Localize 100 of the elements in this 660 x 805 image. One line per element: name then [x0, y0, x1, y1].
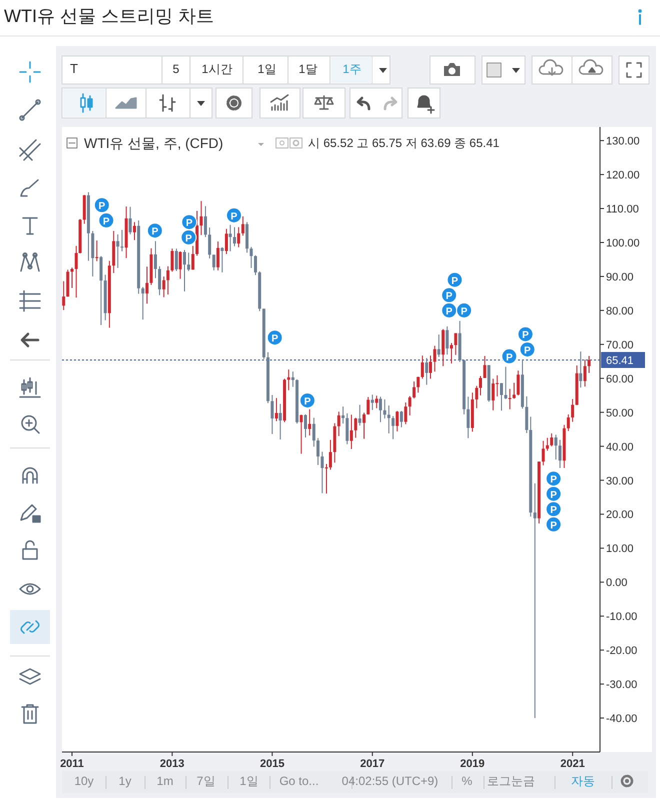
- candlestick: [162, 276, 166, 298]
- candlestick: [132, 222, 136, 241]
- annotation: P: [550, 520, 558, 532]
- text: 10y: [74, 774, 94, 788]
- candlestick: [362, 412, 366, 440]
- candlestick: [95, 240, 98, 262]
- annotation: P: [102, 216, 110, 228]
- x-tick-label: 2021: [560, 758, 585, 770]
- y-tick-label: -40.00: [606, 713, 638, 726]
- text: WTI유 선물, 주, (CFD): [84, 135, 224, 151]
- candlestick: [320, 451, 324, 494]
- candlestick: [542, 440, 545, 466]
- candlestick: [400, 410, 403, 428]
- candlestick: [278, 403, 282, 440]
- candlestick: [204, 206, 207, 238]
- candlestick: [383, 398, 386, 419]
- annotation: P: [446, 291, 453, 302]
- candlestick: [100, 256, 103, 326]
- candlestick: [558, 439, 562, 469]
- y-tick-label: 20.00: [606, 509, 634, 522]
- candlestick: [554, 434, 558, 460]
- candlestick: [312, 417, 316, 448]
- text: T: [70, 61, 78, 76]
- y-tick-label: -30.00: [606, 679, 638, 692]
- y-tick-label: 40.00: [606, 441, 634, 454]
- candlestick: [304, 414, 308, 438]
- candlestick: [492, 378, 495, 411]
- candlestick: [200, 200, 203, 236]
- candlestick: [120, 229, 124, 252]
- candlestick: [187, 252, 190, 272]
- candlestick: [316, 438, 320, 466]
- annotation: P: [152, 226, 159, 238]
- candlestick: [145, 266, 148, 304]
- candlestick: [116, 234, 120, 268]
- text: 1일: [258, 62, 276, 76]
- text: 1주: [342, 62, 362, 76]
- y-tick-label: 0.00: [606, 577, 628, 590]
- y-tick-label: -20.00: [606, 645, 638, 658]
- text: 로그눈금: [487, 774, 535, 788]
- candlestick: [404, 402, 408, 425]
- candlestick: [237, 226, 240, 248]
- candlestick: [308, 408, 312, 436]
- candlestick: [233, 226, 236, 247]
- candlestick: [62, 280, 66, 311]
- x-tick-label: 2011: [60, 758, 84, 770]
- text: 04:02:55 (UTC+9): [342, 774, 438, 788]
- y-tick-label: 30.00: [606, 475, 634, 488]
- candlestick: [154, 240, 157, 279]
- annotation: P: [522, 330, 530, 342]
- annotation: P: [506, 352, 513, 364]
- text: 1달: [298, 62, 318, 76]
- candlestick: [433, 345, 436, 372]
- annotation: P: [186, 218, 193, 230]
- candlestick: [479, 375, 482, 396]
- y-tick-label: -10.00: [606, 611, 638, 624]
- candlestick: [228, 224, 232, 252]
- candlestick: [420, 355, 424, 380]
- candlestick: [571, 398, 574, 422]
- candlestick: [170, 248, 174, 272]
- candlestick: [241, 216, 244, 236]
- candlestick: [212, 254, 216, 271]
- candlestick: [324, 463, 328, 494]
- text: 7일: [196, 774, 216, 788]
- candlestick: [466, 396, 470, 439]
- candlestick: [508, 388, 512, 410]
- candlestick: [428, 355, 432, 380]
- candlestick: [525, 396, 528, 434]
- candlestick: [550, 432, 554, 447]
- candlestick: [446, 326, 449, 356]
- annotation: P: [460, 306, 468, 318]
- candlestick: [158, 266, 162, 296]
- candlestick: [454, 332, 458, 356]
- text: 자동: [571, 774, 595, 788]
- candlestick: [500, 382, 503, 412]
- x-tick-label: 2017: [360, 758, 385, 770]
- candlestick: [588, 355, 591, 374]
- candlestick: [342, 406, 345, 424]
- candlestick: [416, 376, 420, 394]
- candlestick: [216, 240, 220, 271]
- annotation: P: [230, 211, 238, 222]
- x-tick-label: 2015: [260, 758, 284, 770]
- annotation: P: [185, 233, 192, 244]
- y-tick-label: 10.00: [606, 543, 634, 556]
- text: 1일: [240, 774, 258, 788]
- candlestick: [191, 245, 194, 270]
- candlestick: [328, 439, 332, 470]
- candlestick: [166, 266, 170, 295]
- candlestick: [346, 412, 349, 445]
- candlestick: [178, 250, 182, 280]
- annotation: 시 65.52 고 65.75 저 63.69 종 65.41: [308, 136, 500, 150]
- annotation: P: [98, 201, 106, 212]
- candlestick: [141, 286, 144, 320]
- candlestick: [174, 248, 178, 272]
- candlestick: [337, 411, 340, 437]
- text: 5: [172, 62, 180, 76]
- x-tick-label: 2013: [160, 758, 184, 770]
- candlestick: [504, 366, 508, 400]
- candlestick: [366, 396, 370, 415]
- candlestick: [583, 359, 586, 388]
- text: Go to...: [279, 774, 319, 788]
